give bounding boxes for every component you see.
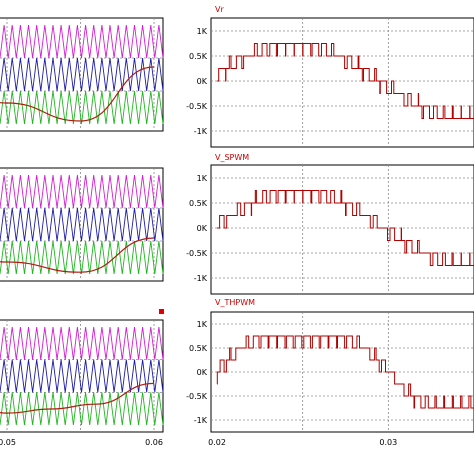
panel-title: V_THPWM — [215, 298, 255, 307]
modulating-wave — [0, 382, 155, 414]
y-tick-label: 1K — [197, 27, 208, 36]
y-tick-label: -1K — [194, 274, 208, 283]
carrier-panel-left-top — [0, 17, 164, 132]
output-waveform — [217, 43, 474, 119]
y-tick-label: -0.5K — [186, 249, 208, 258]
carrier-wave-1 — [0, 207, 164, 242]
carrier-wave-1 — [0, 57, 164, 92]
modulating-wave — [0, 66, 155, 122]
output-panel-right-middle: 1K 0.5K 0K -0.5K -1K V_SPWM — [186, 153, 474, 295]
y-tick-label: 0.5K — [189, 52, 208, 61]
y-tick-label: -1K — [194, 127, 208, 136]
output-waveform — [216, 335, 474, 409]
carrier-wave-0 — [0, 326, 164, 360]
y-tick-label: 0K — [197, 368, 208, 377]
x-tick-label: 0.05 — [0, 438, 16, 447]
carrier-wave-2 — [0, 240, 164, 275]
output-waveform — [217, 190, 474, 266]
modulating-wave — [0, 237, 155, 273]
y-tick-label: 1K — [197, 320, 208, 329]
plot-frame — [210, 17, 474, 148]
panel-title: V_SPWM — [215, 153, 249, 162]
carrier-wave-0 — [0, 24, 164, 59]
y-tick-label: 0.5K — [189, 199, 208, 208]
carrier-wave-1 — [0, 359, 164, 393]
carrier-wave-0 — [0, 174, 164, 209]
plot-frame — [0, 17, 164, 132]
plot-frame — [210, 164, 474, 295]
x-tick-label: 0.03 — [379, 438, 397, 447]
carrier-panel-left-middle — [0, 167, 164, 282]
x-tick-label: 0.02 — [208, 438, 226, 447]
marker-square — [159, 309, 164, 314]
y-tick-label: -0.5K — [186, 102, 208, 111]
output-panel-right-top: 1K 0.5K 0K -0.5K -1K Vr — [186, 5, 474, 148]
plot-frame — [0, 319, 164, 433]
panel-title: Vr — [215, 5, 224, 14]
y-tick-label: 0K — [197, 77, 208, 86]
y-tick-label: 0.5K — [189, 344, 208, 353]
carrier-wave-2 — [0, 90, 164, 125]
carrier-wave-2 — [0, 392, 164, 426]
y-tick-label: 1K — [197, 174, 208, 183]
plot-frame — [210, 311, 474, 433]
x-tick-label: 0.06 — [145, 438, 163, 447]
y-tick-label: -1K — [194, 416, 208, 425]
output-panel-right-bottom: 1K 0.5K 0K -0.5K -1K V_THPWM 0.02 0.03 — [186, 298, 474, 447]
y-tick-label: -0.5K — [186, 392, 208, 401]
y-tick-label: 0K — [197, 224, 208, 233]
plot-frame — [0, 167, 164, 282]
carrier-panel-left-bottom: 0.05 0.06 — [0, 319, 164, 447]
